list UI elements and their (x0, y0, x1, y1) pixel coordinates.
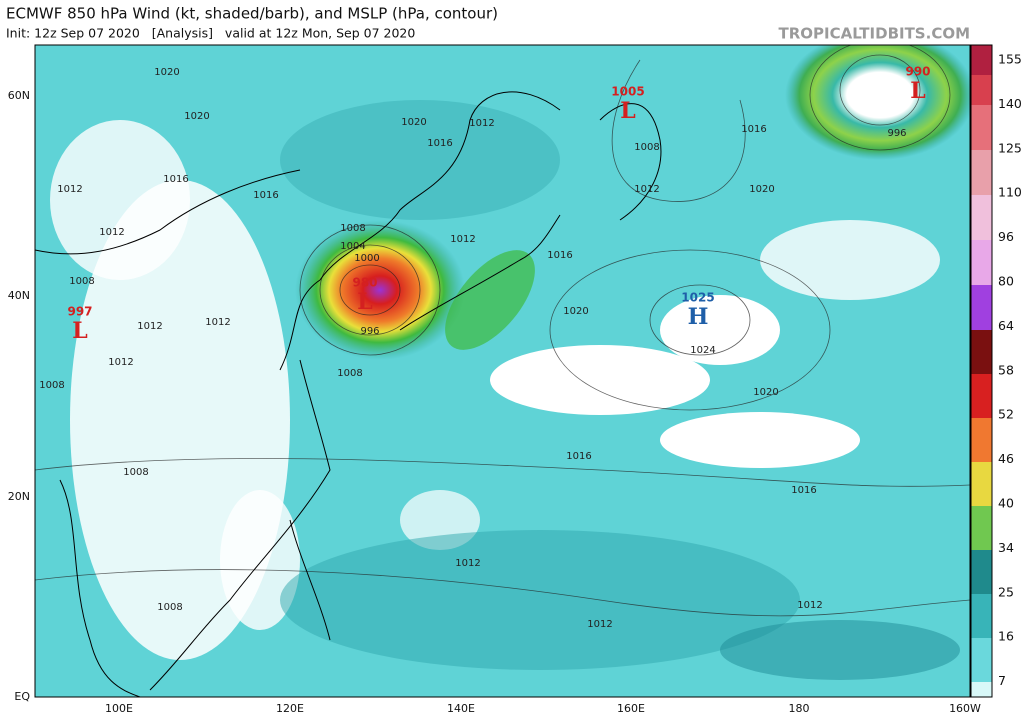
isobar-label: 1012 (587, 619, 612, 630)
isobar-label: 1012 (450, 234, 475, 245)
isobar-label: 1008 (69, 276, 94, 287)
lon-label: 140E (447, 702, 475, 715)
center-letter: L (72, 318, 87, 344)
subtitle: Init: 12z Sep 07 2020 [Analysis] valid a… (6, 26, 415, 41)
colorbar-label: 58 (998, 362, 1014, 377)
isobar-label: 1016 (253, 190, 278, 201)
center-value: 997 (67, 305, 92, 319)
isobar-label: 1016 (427, 138, 452, 149)
isobar-label: 996 (887, 128, 906, 139)
isobar-label: 1008 (337, 368, 362, 379)
colorbar-label: 80 (998, 274, 1014, 289)
center-value: 1005 (611, 85, 644, 99)
colorbar-label: 96 (998, 229, 1014, 244)
map (35, 45, 970, 697)
center-value: 980 (352, 276, 377, 290)
isobar-label: 1008 (123, 467, 148, 478)
colorbar-label: 110 (998, 185, 1022, 200)
isobar-label: 996 (360, 326, 379, 337)
map-frame (34, 44, 971, 698)
colorbar-label: 125 (998, 140, 1022, 155)
center-value: 990 (905, 65, 930, 79)
center-value: 1025 (681, 291, 714, 305)
colorbar-label: 40 (998, 496, 1014, 511)
center-letter: L (620, 98, 635, 124)
isobar-label: 1012 (205, 317, 230, 328)
lon-label: 160W (949, 702, 981, 715)
colorbar-label: 64 (998, 318, 1014, 333)
isobar-label: 1008 (634, 142, 659, 153)
isobar-label: 1012 (99, 227, 124, 238)
source: TROPICALTIDBITS.COM (779, 25, 971, 43)
lon-label: 100E (105, 702, 133, 715)
lat-label: 20N (8, 490, 30, 503)
colorbar-label: 155 (998, 52, 1022, 67)
isobar-label: 1008 (157, 602, 182, 613)
isobar-label: 1020 (749, 184, 774, 195)
colorbar (970, 44, 993, 698)
isobar-label: 1016 (163, 174, 188, 185)
isobar-label: 1004 (340, 241, 365, 252)
center-letter: H (688, 304, 709, 330)
colorbar-label: 25 (998, 584, 1014, 599)
isobar-label: 1016 (741, 124, 766, 135)
isobar-label: 1012 (137, 321, 162, 332)
lon-label: 160E (617, 702, 645, 715)
isobar-label: 1020 (184, 111, 209, 122)
lat-label: 60N (8, 89, 30, 102)
isobar-label: 1008 (340, 223, 365, 234)
isobar-label: 1016 (566, 451, 591, 462)
isobar-label: 1012 (797, 600, 822, 611)
center-letter: L (910, 78, 925, 104)
isobar-label: 1024 (690, 345, 715, 356)
lon-label: 120E (276, 702, 304, 715)
colorbar-label: 16 (998, 629, 1014, 644)
colorbar-label: 46 (998, 451, 1014, 466)
lat-label: EQ (14, 690, 30, 703)
colorbar-label: 140 (998, 96, 1022, 111)
isobar-label: 1012 (455, 558, 480, 569)
isobar-label: 1000 (354, 253, 379, 264)
isobar-label: 1012 (108, 357, 133, 368)
colorbar-label: 52 (998, 407, 1014, 422)
center-letter: L (357, 289, 372, 315)
isobar-label: 1016 (547, 250, 572, 261)
isobar-label: 1020 (401, 117, 426, 128)
title: ECMWF 850 hPa Wind (kt, shaded/barb), an… (6, 5, 498, 23)
lon-label: 180 (789, 702, 810, 715)
isobar-label: 1012 (469, 118, 494, 129)
isobar-label: 1008 (39, 380, 64, 391)
isobar-label: 1012 (57, 184, 82, 195)
isobar-label: 1016 (791, 485, 816, 496)
colorbar-label: 34 (998, 540, 1014, 555)
isobar-label: 1020 (154, 67, 179, 78)
lat-label: 40N (8, 289, 30, 302)
isobar-label: 1020 (563, 306, 588, 317)
isobar-label: 1020 (753, 387, 778, 398)
colorbar-label: 7 (998, 673, 1006, 688)
isobar-label: 1012 (634, 184, 659, 195)
